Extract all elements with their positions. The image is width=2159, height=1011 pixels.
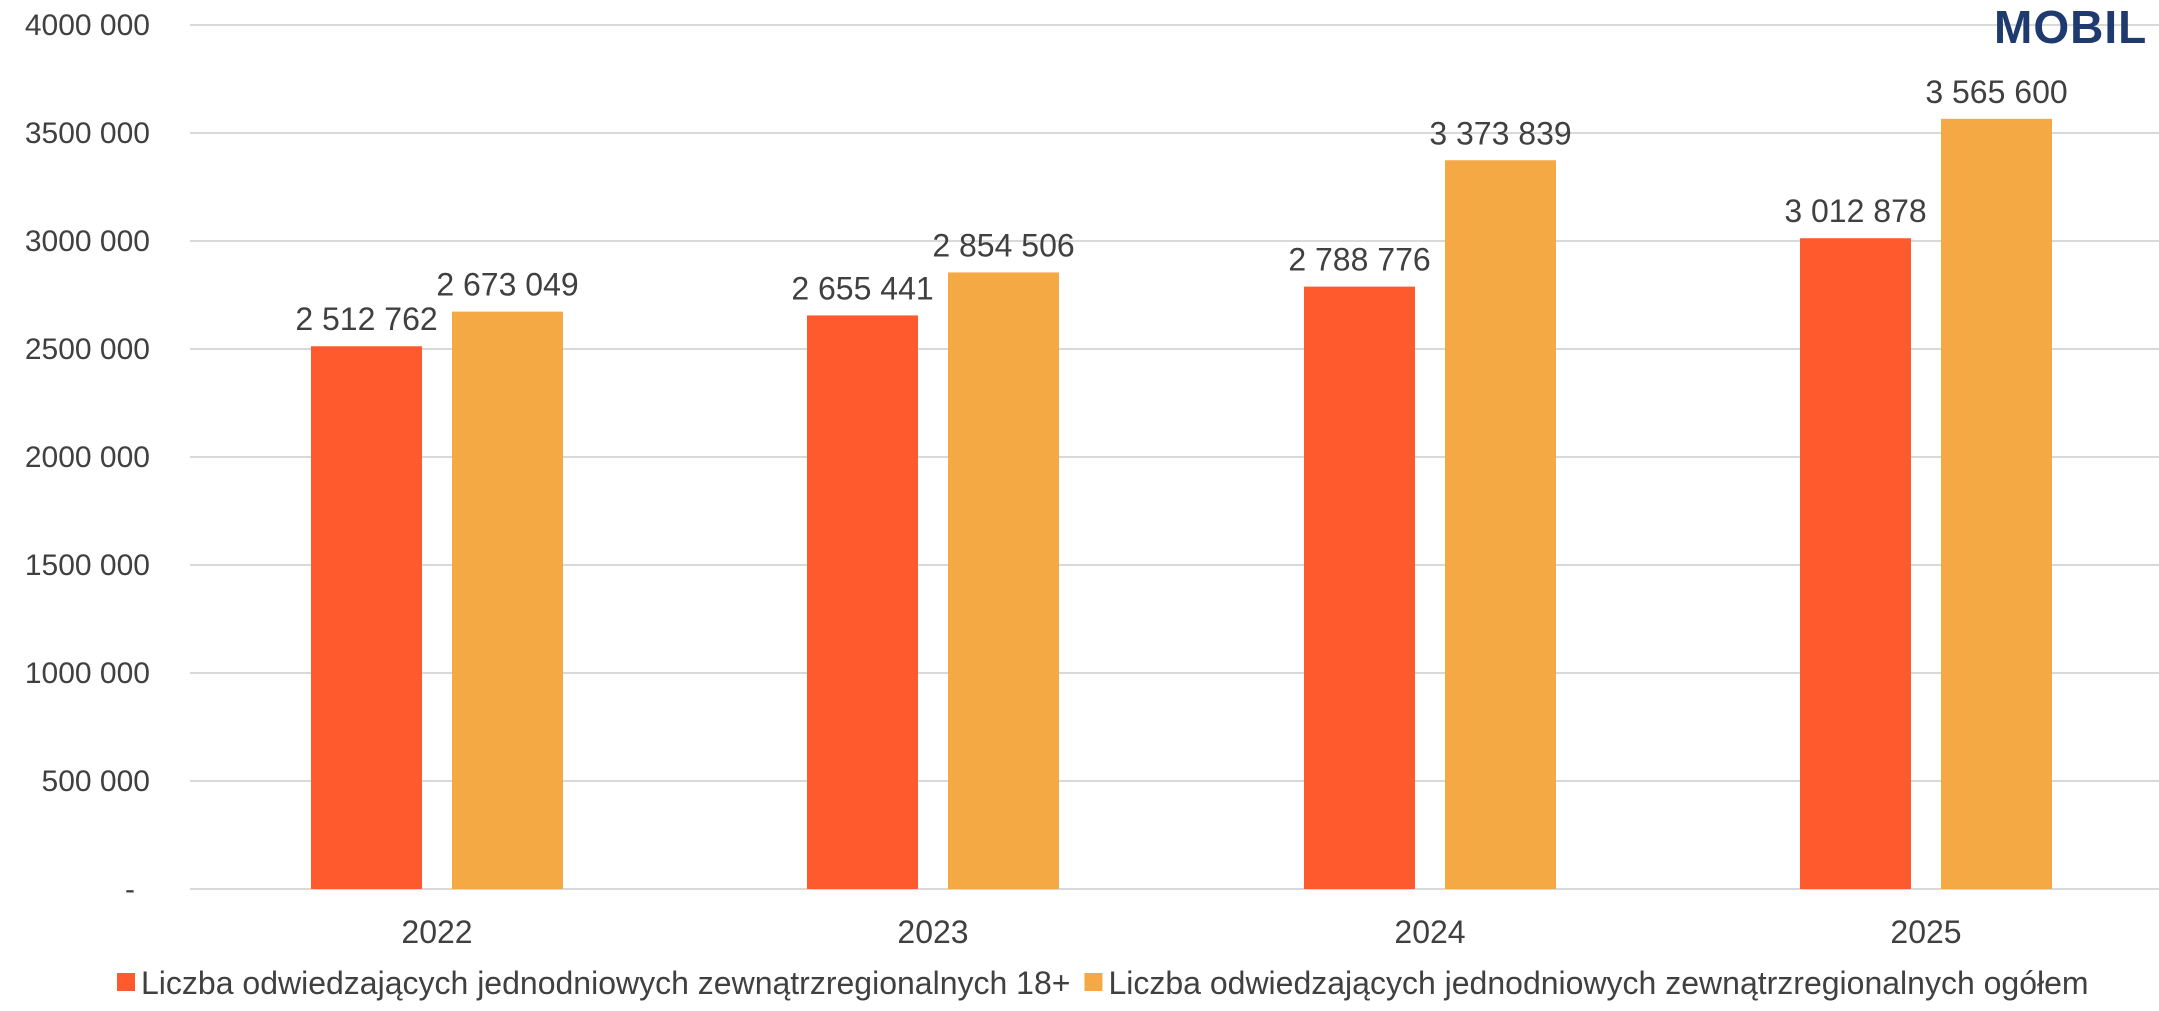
y-tick-label: 500 000	[42, 765, 150, 798]
bar-18plus	[311, 346, 422, 889]
bar-18plus	[1800, 238, 1911, 889]
y-tick-label: 3000 000	[25, 225, 150, 258]
data-label: 2 854 506	[932, 227, 1074, 263]
x-tick-label: 2023	[897, 914, 968, 950]
y-tick-label: 1500 000	[25, 549, 150, 582]
y-tick-label: 2000 000	[25, 441, 150, 474]
y-tick-label: 2500 000	[25, 333, 150, 366]
legend-swatch-18plus	[117, 973, 135, 991]
bar-total	[1445, 160, 1556, 889]
data-label: 3 012 878	[1784, 193, 1926, 229]
legend-swatch-total	[1084, 973, 1103, 991]
x-tick-label: 2024	[1394, 914, 1465, 950]
data-labels: 2 512 762 2 655 441 2 788 776 3 012 878 2 67…	[295, 74, 2067, 337]
data-label: 3 565 600	[1925, 74, 2067, 110]
bar-18plus	[1304, 286, 1415, 889]
data-label: 2 788 776	[1288, 242, 1430, 278]
data-label: 3 373 839	[1429, 115, 1571, 151]
bar-total	[452, 311, 563, 889]
x-tick-label: 2025	[1890, 914, 1961, 950]
x-tick-label: 2022	[401, 914, 472, 950]
y-tick-label: 3500 000	[25, 117, 150, 150]
data-label: 2 512 762	[295, 301, 437, 337]
brand-logo: MOBIL	[1994, 1, 2148, 53]
y-axis-tick-labels: - 500 000 1000 000 1500 000 2000 000 2500 000…	[25, 9, 150, 906]
bar-18plus	[807, 315, 918, 889]
x-axis-tick-labels: 2022 2023 2024 2025	[401, 914, 1961, 950]
legend: Liczba odwiedzających jednodniowych zewn…	[117, 965, 2089, 1001]
bars	[311, 118, 2052, 890]
y-tick-label: 4000 000	[25, 9, 150, 42]
y-tick-label: 1000 000	[25, 657, 150, 690]
bar-total	[948, 272, 1059, 889]
y-tick-label: -	[125, 873, 135, 906]
data-label: 2 673 049	[436, 267, 578, 303]
bar-total	[1941, 118, 2052, 890]
legend-label: Liczba odwiedzających jednodniowych zewn…	[141, 965, 1070, 1001]
legend-label: Liczba odwiedzających jednodniowych zewn…	[1108, 965, 2088, 1001]
data-label: 2 655 441	[791, 270, 933, 306]
